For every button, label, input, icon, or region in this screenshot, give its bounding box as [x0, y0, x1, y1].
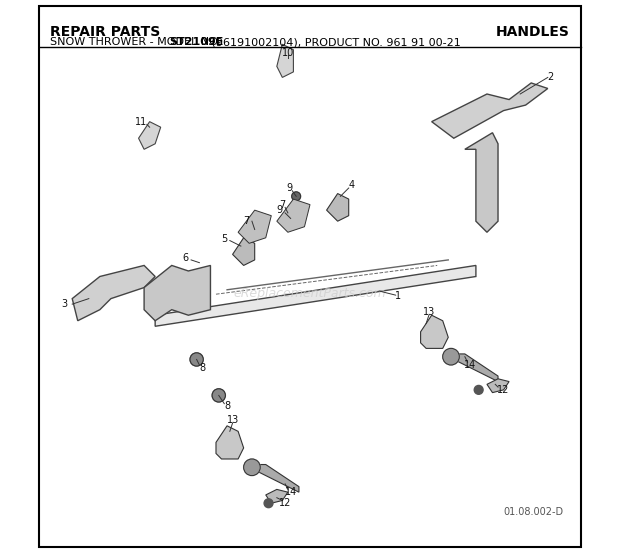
- Text: 13: 13: [423, 307, 435, 317]
- Text: 01.08.002-D: 01.08.002-D: [503, 507, 564, 517]
- Polygon shape: [420, 315, 448, 348]
- Circle shape: [264, 499, 273, 508]
- Text: 5: 5: [221, 234, 228, 244]
- Text: 7: 7: [243, 216, 249, 226]
- Text: HANDLES: HANDLES: [496, 25, 570, 39]
- Polygon shape: [327, 194, 348, 221]
- Polygon shape: [465, 133, 498, 232]
- Text: REPAIR PARTS: REPAIR PARTS: [50, 25, 161, 39]
- Text: 13: 13: [226, 415, 239, 425]
- Text: 3: 3: [61, 299, 67, 309]
- Text: 4: 4: [348, 180, 355, 190]
- Polygon shape: [487, 379, 509, 393]
- Text: 9: 9: [277, 205, 283, 215]
- Text: 12: 12: [497, 385, 510, 395]
- Polygon shape: [238, 210, 272, 243]
- Polygon shape: [277, 44, 293, 77]
- Polygon shape: [432, 83, 548, 138]
- Polygon shape: [277, 199, 310, 232]
- Text: 1: 1: [396, 291, 402, 301]
- Text: 9: 9: [286, 183, 292, 193]
- Text: eReplacementParts.com: eReplacementParts.com: [234, 286, 386, 300]
- Polygon shape: [454, 354, 498, 382]
- Text: 14: 14: [285, 487, 297, 497]
- Polygon shape: [72, 265, 155, 321]
- Text: 8: 8: [199, 363, 205, 373]
- Text: ST2109E: ST2109E: [169, 37, 223, 47]
- Polygon shape: [266, 489, 288, 503]
- Text: 14: 14: [464, 360, 477, 370]
- Polygon shape: [144, 265, 210, 321]
- Circle shape: [244, 459, 260, 476]
- Text: 2: 2: [547, 72, 554, 82]
- Circle shape: [443, 348, 459, 365]
- Polygon shape: [155, 265, 476, 326]
- Polygon shape: [138, 122, 161, 149]
- Text: 7: 7: [279, 200, 285, 210]
- Text: 11: 11: [135, 117, 148, 127]
- Circle shape: [212, 389, 226, 402]
- Text: (96191002104), PRODUCT NO. 961 91 00-21: (96191002104), PRODUCT NO. 961 91 00-21: [208, 37, 461, 47]
- Text: 8: 8: [224, 401, 230, 411]
- Circle shape: [474, 385, 483, 394]
- Text: 12: 12: [279, 498, 291, 508]
- Text: 10: 10: [281, 48, 294, 58]
- Circle shape: [286, 214, 295, 223]
- Polygon shape: [255, 465, 299, 492]
- Polygon shape: [216, 426, 244, 459]
- Text: SNOW THROWER - MODEL NO.: SNOW THROWER - MODEL NO.: [50, 37, 224, 47]
- Text: 6: 6: [182, 253, 188, 263]
- Polygon shape: [232, 238, 255, 265]
- Circle shape: [190, 353, 203, 366]
- Circle shape: [292, 192, 301, 201]
